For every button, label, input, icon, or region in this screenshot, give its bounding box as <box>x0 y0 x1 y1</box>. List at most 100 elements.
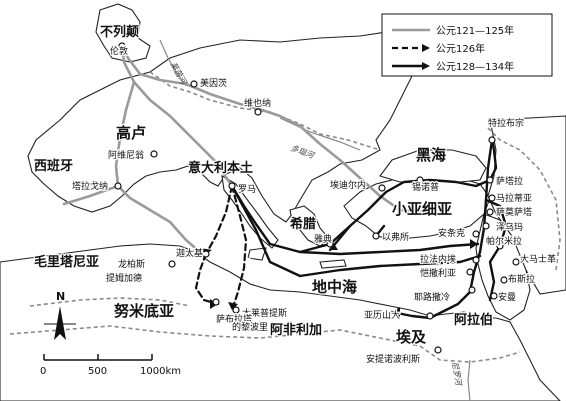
city-dot <box>472 256 480 264</box>
city-apollonia: 的黎波里 <box>232 321 268 333</box>
mediterranean-water <box>200 240 470 306</box>
city-dot <box>118 42 126 50</box>
region-black-sea: 黑海 <box>416 146 446 164</box>
city-samosata: 萨莫萨塔 <box>496 206 532 218</box>
city-dot <box>416 176 424 184</box>
city-antinoopolis: 安提诺波利斯 <box>366 353 420 365</box>
city-satala: 萨塔拉 <box>496 175 523 187</box>
north-africa-land <box>0 243 561 401</box>
city-athens: 雅典 <box>314 233 332 245</box>
city-alexandria: 亚历山大 <box>364 309 400 321</box>
region-britain: 不列颠 <box>100 24 139 40</box>
region-numidia: 努米底亚 <box>114 302 174 320</box>
route-121-125 <box>62 42 422 254</box>
city-dot <box>372 232 380 240</box>
city-nicomedia: 锡诺普 <box>412 181 439 193</box>
legend-label-126: 公元126年 <box>436 42 485 55</box>
city-dot <box>500 276 508 284</box>
city-london: 伦敦 <box>110 45 128 57</box>
river-nile: 尼罗河 <box>450 361 463 388</box>
route-126 <box>194 184 248 312</box>
region-greece: 希腊 <box>290 216 316 232</box>
crete-land <box>319 259 347 269</box>
region-mediterranean: 地中海 <box>312 278 357 296</box>
city-palmyra: 帕尔米拉 <box>486 235 522 247</box>
city-ephesus: 以弗所 <box>382 231 409 243</box>
city-dot <box>482 222 490 230</box>
city-dot <box>490 292 498 300</box>
city-dot <box>468 286 476 294</box>
city-dot <box>150 150 158 158</box>
city-jerusalem: 耶路撒冷 <box>414 291 450 303</box>
city-antioch: 安条克 <box>438 227 465 239</box>
city-dot <box>254 108 262 116</box>
city-dot <box>512 258 520 266</box>
city-edessa: 泽乌玛 <box>496 221 523 233</box>
legend-arrow-dashed <box>422 44 430 52</box>
compass-north-label: N <box>56 290 65 303</box>
city-dot <box>426 312 434 320</box>
region-asia-minor: 小亚细亚 <box>392 200 452 218</box>
scale-tick-500: 500 <box>88 366 107 377</box>
city-dot <box>486 176 494 184</box>
city-dot <box>488 194 496 202</box>
city-tarsus: 埃迪尔内 <box>330 179 366 191</box>
city-dot <box>114 182 122 190</box>
scale-bar: 0 500 1000km <box>40 354 181 377</box>
city-trapezus: 特拉布宗 <box>488 117 524 129</box>
compass: N <box>44 290 76 340</box>
city-dot <box>228 182 236 190</box>
compass-arrow-icon <box>54 306 66 340</box>
region-egypt: 埃及 <box>396 328 427 346</box>
city-lambaesis: 提姆加德 <box>106 272 142 284</box>
city-leptis: 大莱普提斯 <box>242 307 287 319</box>
city-mainz: 美因茨 <box>200 77 227 89</box>
city-sabratha: 萨布拉塔 <box>216 313 252 325</box>
city-dot <box>496 242 504 250</box>
city-dot <box>486 208 494 216</box>
river-lines <box>159 39 471 401</box>
city-gaza: 恺撒利亚 <box>420 267 456 279</box>
city-vienna: 维也纳 <box>244 97 271 109</box>
legend-label-128-134: 公元128—134年 <box>436 60 514 73</box>
city-dot <box>202 250 210 258</box>
city-rome: 罗马 <box>238 184 256 195</box>
city-arles: 阿维尼翁 <box>108 149 144 161</box>
greece-land <box>289 205 331 247</box>
city-thysdrus: 龙柏斯 <box>118 258 145 270</box>
city-tarraco: 塔拉戈纳 <box>72 180 108 192</box>
frontier-lines <box>9 71 561 363</box>
city-dot <box>466 268 474 276</box>
city-dot <box>326 240 334 248</box>
city-tyre: 拉法内埃 <box>420 253 456 265</box>
city-dot <box>378 184 386 192</box>
city-carthage: 迦太基 <box>176 247 203 259</box>
city-melitene: 马拉蒂亚 <box>496 192 532 204</box>
city-gerasa: 安曼 <box>498 291 516 303</box>
city-dot <box>168 260 176 268</box>
city-dot <box>472 230 480 238</box>
city-dot <box>488 136 496 144</box>
region-gaul: 高卢 <box>116 124 146 142</box>
landmass-group <box>0 3 566 401</box>
legend: 公元121—125年 公元126年 公元128—134年 <box>381 13 553 77</box>
region-arabia: 阿拉伯 <box>454 312 493 328</box>
legend-label-121-125: 公元121—125年 <box>436 24 514 37</box>
scale-tick-1000: 1000km <box>140 366 181 377</box>
region-africa: 阿非利加 <box>270 322 322 338</box>
sicily-land <box>247 247 267 261</box>
legend-arrow-black <box>422 62 430 70</box>
city-damascus: 大马士革 <box>520 253 556 265</box>
city-bostra: 布斯拉 <box>508 273 535 285</box>
region-italy: 意大利本土 <box>188 160 253 176</box>
city-dot <box>232 306 240 314</box>
region-spain: 西班牙 <box>34 158 73 174</box>
city-dot <box>212 298 220 306</box>
scale-tick-0: 0 <box>40 366 46 377</box>
city-dot <box>434 346 442 354</box>
britain-land <box>95 3 151 63</box>
city-dot <box>190 80 198 88</box>
city-dots <box>114 42 520 354</box>
region-mauretania: 毛里塔尼亚 <box>34 254 99 270</box>
